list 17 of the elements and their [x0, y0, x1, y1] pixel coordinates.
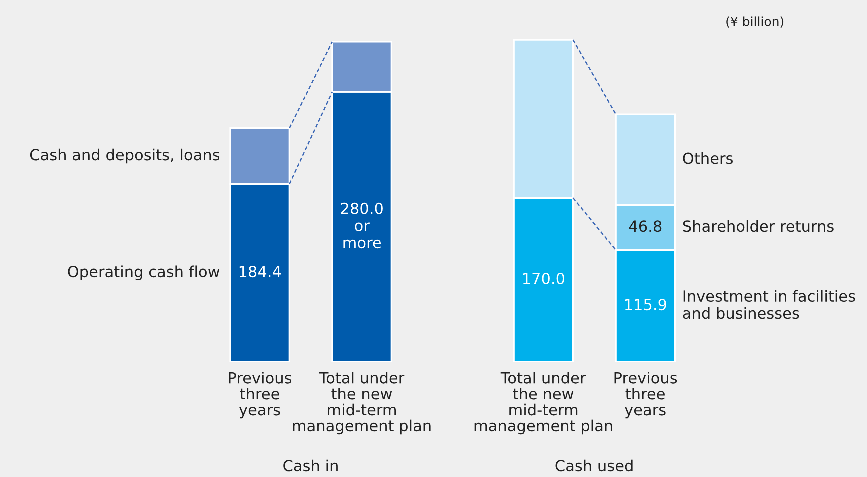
text: Cash in: [284, 460, 338, 472]
x-tick-label: Previous three years: [229, 372, 292, 419]
x-tick-label: Previous three years: [614, 372, 678, 419]
series-label: Investment in facilities and businesses: [683, 290, 856, 320]
series-label: Shareholder returns: [683, 220, 834, 232]
data-label: 115.9: [625, 299, 666, 311]
series-label: Cash and deposits, loans: [30, 148, 220, 164]
x-tick-label: Total under the new mid-term management plan: [474, 372, 612, 435]
data-label: 280.0 or more: [341, 202, 383, 249]
text: Cash used: [556, 460, 633, 472]
data-label: 170.0: [523, 272, 565, 285]
data-label: 184.4: [240, 266, 282, 278]
series-label: Operating cash flow: [68, 266, 220, 281]
series-label: Others: [683, 152, 733, 164]
x-tick-label: Total under the new mid-term management plan: [293, 372, 431, 435]
text: (¥ billion): [726, 16, 784, 28]
data-label: 46.8: [629, 220, 662, 232]
